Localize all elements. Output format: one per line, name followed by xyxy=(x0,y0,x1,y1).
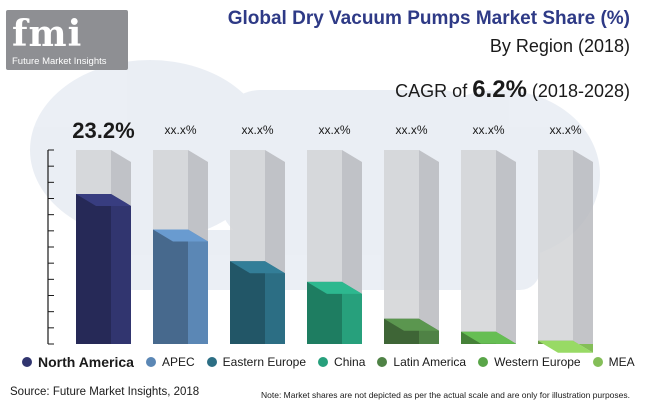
chart-title: Global Dry Vacuum Pumps Market Share (%) xyxy=(227,8,630,29)
legend-swatch xyxy=(377,357,388,367)
chart-legend: North America APEC Eastern Europe China Lati… xyxy=(22,354,647,370)
legend-label: Western Europe xyxy=(494,355,581,369)
bar-track-side xyxy=(419,150,439,344)
bar-track-side xyxy=(496,150,516,344)
data-label: xx.x% xyxy=(318,123,350,137)
legend-item: Eastern Europe xyxy=(206,355,307,369)
footnote-text: Note: Market shares are not depicted as … xyxy=(260,390,630,400)
bar-side xyxy=(188,229,208,344)
legend-swatch xyxy=(206,357,217,367)
legend-label: MEA xyxy=(608,355,635,369)
data-label: xx.x% xyxy=(164,123,196,137)
legend-item: MEA xyxy=(592,355,635,369)
legend-label: APEC xyxy=(161,355,195,369)
cagr-label: CAGR of 6.2% (2018-2028) xyxy=(395,76,630,104)
legend-swatch xyxy=(145,357,156,367)
bar-side xyxy=(265,261,285,344)
legend-item: China xyxy=(318,355,365,369)
bar-side xyxy=(111,193,131,344)
legend-swatch xyxy=(478,357,489,367)
bar-track-side xyxy=(573,150,593,344)
legend-label: North America xyxy=(38,354,134,370)
legend-swatch xyxy=(592,357,603,367)
data-label: xx.x% xyxy=(549,123,581,137)
cagr-prefix: CAGR of xyxy=(395,81,473,101)
logo-mark: fmi xyxy=(12,13,83,55)
bar-side xyxy=(342,281,362,344)
legend-item: Western Europe xyxy=(478,355,581,369)
fmi-logo: fmi Future Market Insights xyxy=(6,10,128,70)
bar-top xyxy=(153,229,208,242)
bar-top xyxy=(461,331,516,344)
legend-item: North America xyxy=(22,354,134,370)
cagr-value: 6.2% xyxy=(472,76,527,103)
legend-label: China xyxy=(334,355,366,369)
data-label: xx.x% xyxy=(472,123,504,137)
bar-track-front xyxy=(461,150,496,344)
bar-track-front xyxy=(538,150,573,344)
legend-item: Latin America xyxy=(377,355,466,369)
bar-front xyxy=(230,261,265,344)
data-label: xx.x% xyxy=(241,123,273,137)
source-text: Source: Future Market Insights, 2018 xyxy=(10,386,200,398)
legend-label: Eastern Europe xyxy=(222,355,307,369)
bar-top xyxy=(76,193,131,206)
data-label: xx.x% xyxy=(395,123,427,137)
data-label: 23.2% xyxy=(72,118,134,143)
bar-top xyxy=(384,318,439,331)
bar-front xyxy=(153,229,188,344)
legend-swatch xyxy=(22,357,32,367)
legend-swatch xyxy=(318,357,329,367)
bar-track-front xyxy=(384,150,419,344)
legend-label: Latin America xyxy=(393,355,467,369)
bar-top xyxy=(307,281,362,294)
cagr-period: (2018-2028) xyxy=(531,81,630,101)
bar-top xyxy=(230,261,285,274)
bar-front xyxy=(76,193,111,344)
bar-top xyxy=(538,340,593,353)
bar-front xyxy=(307,281,342,344)
legend-item: APEC xyxy=(145,355,195,369)
logo-tagline: Future Market Insights xyxy=(12,56,107,67)
chart-subtitle: By Region (2018) xyxy=(489,36,630,56)
